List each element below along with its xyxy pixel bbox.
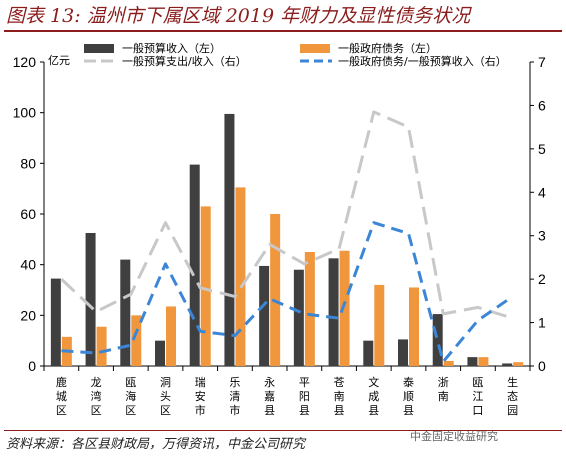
bar-budget-revenue — [398, 339, 408, 366]
bar-budget-revenue — [50, 278, 61, 366]
watermark: 中金固定收益研究 — [410, 430, 498, 443]
legend-item-government-debt: 一般政府债务（左） — [338, 41, 437, 55]
left-tick-label: 100 — [13, 105, 37, 121]
chart-title: 图表 13: 温州市下属区域 2019 年财力及显性债务状况 — [6, 5, 471, 27]
x-tick-label: 瑞安市 — [195, 375, 206, 417]
x-tick-label: 瓯海区 — [125, 376, 136, 417]
bar-government-debt — [513, 362, 524, 366]
bar-budget-revenue — [224, 113, 235, 366]
left-tick-label: 80 — [20, 155, 36, 171]
bar-budget-revenue — [363, 340, 374, 366]
bar-government-debt — [235, 187, 246, 366]
legend-item-expenditure-ratio: 一般预算支出/收入（右） — [122, 54, 247, 68]
title-rule — [4, 30, 562, 32]
legend-item-debt-ratio: 一般政府债务/一般预算收入（右） — [338, 54, 507, 68]
bar-government-debt — [409, 287, 419, 366]
right-tick-label: 3 — [538, 228, 546, 244]
bar-government-debt — [200, 206, 211, 366]
bar-government-debt — [339, 250, 350, 366]
lines-layer — [60, 110, 514, 364]
bar-budget-revenue — [467, 357, 478, 366]
left-tick-label: 0 — [28, 358, 36, 374]
footer-rule — [4, 430, 562, 431]
x-tick-label: 瓯江口 — [472, 376, 483, 417]
bar-government-debt — [270, 214, 281, 366]
left-tick-label: 40 — [20, 257, 36, 273]
right-tick-label: 4 — [538, 184, 546, 200]
right-tick-label: 2 — [538, 271, 546, 287]
source-note: 资料来源：各区县财政局，万得资讯，中金公司研究 — [6, 437, 306, 452]
bar-budget-revenue — [85, 233, 96, 366]
x-tick-label: 文成县 — [368, 375, 379, 417]
bar-budget-revenue — [293, 269, 304, 366]
x-tick-label: 鹿城区 — [56, 375, 67, 417]
x-tick-label: 泰顺县 — [403, 375, 414, 417]
legend-swatch — [300, 44, 330, 53]
right-tick-label: 7 — [538, 54, 546, 70]
bar-budget-revenue — [432, 314, 443, 366]
x-tick-label: 平阳县 — [299, 376, 310, 417]
bar-government-debt — [166, 306, 176, 366]
bar-government-debt — [96, 326, 107, 366]
bar-budget-revenue — [259, 265, 270, 366]
bar-budget-revenue — [328, 258, 339, 366]
x-tick-label: 浙南 — [438, 376, 449, 403]
legend-swatch — [84, 44, 114, 53]
bar-government-debt — [443, 360, 454, 366]
line-debt-revenue-ratio — [61, 221, 514, 364]
left-tick-label: 120 — [13, 54, 37, 70]
legend-item-budget-revenue: 一般预算收入（左） — [122, 41, 221, 55]
right-tick-label: 0 — [538, 358, 546, 374]
left-axis-unit: 亿元 — [48, 54, 70, 67]
left-tick-label: 20 — [20, 307, 36, 323]
legend: 一般预算收入（左） 一般政府债务（左） 一般预算支出/收入（右） 一般政府债务/一般预… — [84, 41, 507, 68]
x-tick-label: 洞头区 — [160, 376, 171, 417]
x-tick-label: 永嘉县 — [264, 375, 275, 417]
bar-government-debt — [304, 252, 315, 366]
bar-budget-revenue — [155, 340, 165, 366]
bars-layer — [50, 113, 524, 366]
axes-layer — [40, 61, 534, 371]
bar-government-debt — [131, 315, 142, 366]
bar-budget-revenue — [120, 259, 131, 366]
bar-budget-revenue — [502, 363, 513, 366]
x-tick-label: 乐清市 — [229, 376, 240, 417]
right-tick-label: 1 — [538, 315, 546, 331]
bar-budget-revenue — [189, 164, 200, 366]
x-tick-label: 生态园 — [507, 375, 518, 417]
bar-government-debt — [374, 284, 385, 366]
right-tick-label: 5 — [538, 141, 546, 157]
x-tick-label: 龙湾区 — [91, 376, 102, 417]
x-tick-label: 苍南县 — [334, 376, 345, 417]
right-tick-label: 6 — [538, 97, 546, 113]
bar-government-debt — [478, 357, 489, 366]
left-tick-label: 60 — [20, 206, 36, 222]
